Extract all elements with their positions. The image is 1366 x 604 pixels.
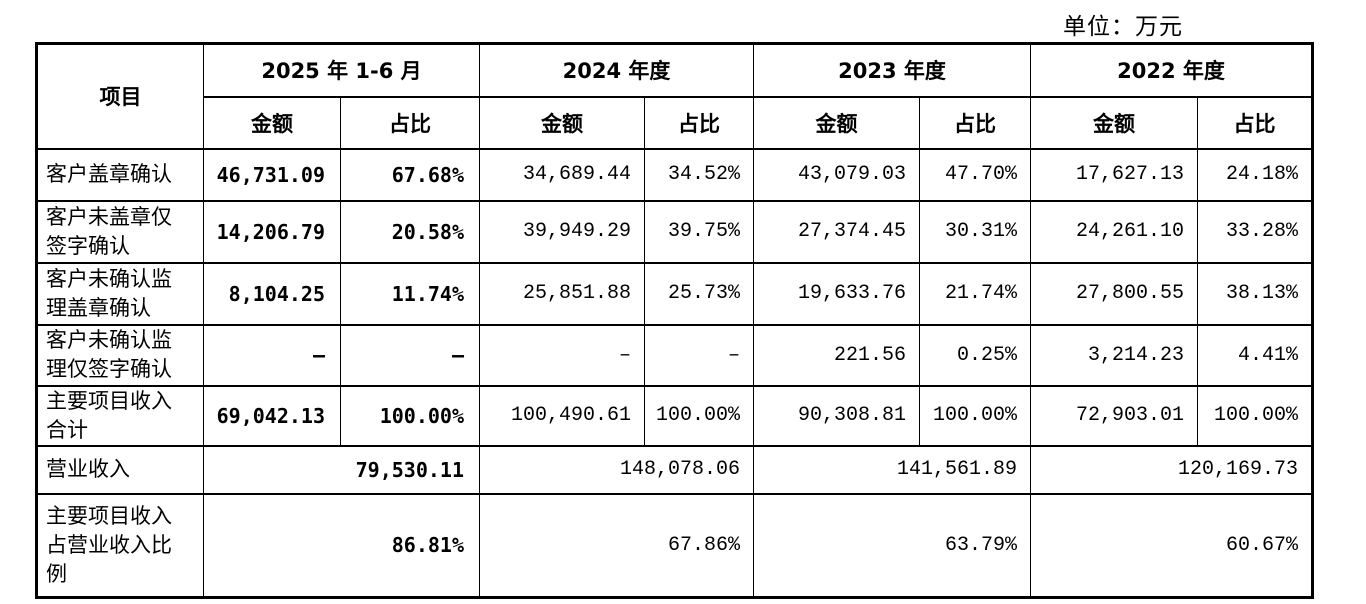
- cell-2022-ratio: 100.00%: [1197, 384, 1314, 447]
- row-label: 客户未盖章仅 签字确认: [36, 199, 204, 264]
- header-amount-2023: 金额: [753, 95, 921, 150]
- header-amount-2022: 金额: [1030, 95, 1199, 150]
- table-row: 客户未盖章仅 签字确认 14,206.79 20.58% 39,949.29 3…: [36, 199, 1314, 264]
- table-row-operating-revenue: 营业收入 79,530.11 148,078.06 141,561.89 120…: [36, 444, 1314, 495]
- cell-2025-amount: 69,042.13: [203, 384, 341, 447]
- cell-2022-amount: 27,800.55: [1030, 261, 1199, 326]
- cell-2025-amount: 46,731.09: [203, 147, 341, 202]
- cell-2025-amount: –: [203, 323, 341, 387]
- row-label: 营业收入: [36, 444, 204, 495]
- unit-label: 单位：万元: [1063, 14, 1183, 39]
- table-row: 客户未确认监 理盖章确认 8,104.25 11.74% 25,851.88 2…: [36, 261, 1314, 326]
- cell-2022-merged: 120,169.73: [1030, 444, 1314, 495]
- cell-2023-ratio: 21.74%: [919, 261, 1032, 326]
- header-period-row: 项目 2025 年 1-6 月 2024 年度 2023 年度 2022 年度: [36, 42, 1314, 150]
- cell-2025-ratio: 20.58%: [339, 199, 481, 264]
- table-row-revenue-ratio: 主要项目收入 占营业收入比 例 86.81% 67.86% 63.79% 60.…: [36, 492, 1314, 599]
- cell-2023-amount: 221.56: [753, 323, 921, 387]
- header-ratio-2023: 占比: [919, 95, 1032, 150]
- cell-2025-ratio: 100.00%: [339, 384, 481, 447]
- cell-2023-amount: 27,374.45: [753, 199, 921, 264]
- cell-2023-merged: 63.79%: [753, 492, 1032, 599]
- table-row: 主要项目收入 合计 69,042.13 100.00% 100,490.61 1…: [36, 384, 1314, 447]
- cell-2025-merged: 79,530.11: [202, 444, 481, 495]
- row-label: 主要项目收入 合计: [36, 384, 204, 447]
- cell-2022-amount: 72,903.01: [1030, 384, 1199, 447]
- row-label: 客户盖章确认: [36, 147, 204, 202]
- cell-2023-ratio: 100.00%: [919, 384, 1032, 447]
- cell-2024-ratio: –: [644, 323, 755, 387]
- row-label: 主要项目收入 占营业收入比 例: [36, 492, 204, 599]
- cell-2025-amount: 14,206.79: [203, 199, 341, 264]
- cell-2025-merged: 86.81%: [202, 492, 481, 599]
- header-amount-2025: 金额: [203, 95, 341, 150]
- cell-2024-amount: 25,851.88: [479, 261, 646, 326]
- cell-2023-amount: 19,633.76: [753, 261, 921, 326]
- header-item: 项目: [36, 42, 204, 150]
- cell-2022-merged: 60.67%: [1030, 492, 1314, 599]
- header-ratio-2022: 占比: [1197, 95, 1314, 150]
- cell-2023-ratio: 0.25%: [919, 323, 1032, 387]
- cell-2023-merged: 141,561.89: [753, 444, 1032, 495]
- cell-2022-amount: 3,214.23: [1030, 323, 1199, 387]
- cell-2022-ratio: 38.13%: [1197, 261, 1314, 326]
- cell-2024-merged: 148,078.06: [479, 444, 755, 495]
- cell-2023-ratio: 47.70%: [919, 147, 1032, 202]
- cell-2024-amount: –: [479, 323, 646, 387]
- cell-2024-amount: 100,490.61: [479, 384, 646, 447]
- cell-2024-merged: 67.86%: [479, 492, 755, 599]
- cell-2022-ratio: 4.41%: [1197, 323, 1314, 387]
- header-period-2025: 2025 年 1-6 月: [202, 42, 481, 98]
- cell-2022-amount: 17,627.13: [1030, 147, 1199, 202]
- cell-2023-amount: 90,308.81: [753, 384, 921, 447]
- cell-2024-ratio: 100.00%: [644, 384, 755, 447]
- cell-2022-ratio: 33.28%: [1197, 199, 1314, 264]
- header-measure-row: 金额 占比 金额 占比 金额 占比 金额 占比: [37, 95, 1314, 150]
- cell-2024-amount: 39,949.29: [479, 199, 646, 264]
- cell-2023-ratio: 30.31%: [919, 199, 1032, 264]
- revenue-confirmation-table: 项目 2025 年 1-6 月 2024 年度 2023 年度 2022 年度 …: [35, 42, 1315, 599]
- header-ratio-2025: 占比: [339, 95, 481, 150]
- cell-2024-amount: 34,689.44: [479, 147, 646, 202]
- header-period-2022: 2022 年度: [1030, 42, 1314, 98]
- header-amount-2024: 金额: [479, 95, 646, 150]
- cell-2025-amount: 8,104.25: [203, 261, 341, 326]
- cell-2024-ratio: 34.52%: [644, 147, 755, 202]
- cell-2024-ratio: 39.75%: [644, 199, 755, 264]
- row-label: 客户未确认监 理盖章确认: [36, 261, 204, 326]
- cell-2023-amount: 43,079.03: [753, 147, 921, 202]
- row-label: 客户未确认监 理仅签字确认: [36, 323, 204, 387]
- cell-2025-ratio: 11.74%: [339, 261, 481, 326]
- cell-2025-ratio: –: [339, 323, 481, 387]
- cell-2025-ratio: 67.68%: [339, 147, 481, 202]
- table-row: 客户未确认监 理仅签字确认 – – – – 221.56 0.25% 3,214…: [36, 323, 1314, 387]
- table-row: 客户盖章确认 46,731.09 67.68% 34,689.44 34.52%…: [36, 147, 1314, 202]
- cell-2022-amount: 24,261.10: [1030, 199, 1199, 264]
- cell-2022-ratio: 24.18%: [1197, 147, 1314, 202]
- header-period-2023: 2023 年度: [753, 42, 1032, 98]
- cell-2024-ratio: 25.73%: [644, 261, 755, 326]
- header-period-2024: 2024 年度: [479, 42, 755, 98]
- header-ratio-2024: 占比: [644, 95, 755, 150]
